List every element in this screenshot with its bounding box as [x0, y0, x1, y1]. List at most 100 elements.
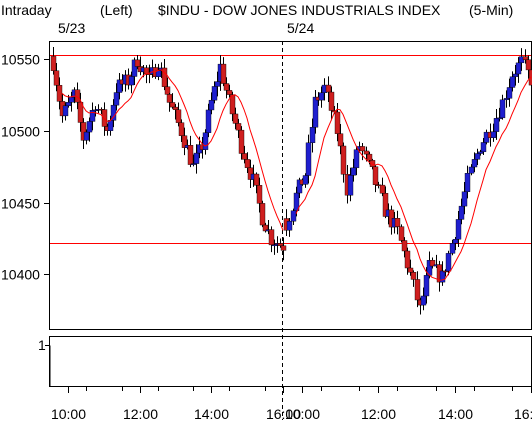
candle-body: [499, 99, 506, 119]
lower-panel-tick-label: 1: [38, 337, 46, 353]
candle-body: [353, 149, 360, 169]
candle-body: [296, 179, 303, 194]
candle-body: [302, 175, 309, 185]
candle-body: [220, 63, 227, 84]
candle-body: [525, 59, 532, 71]
candle-body: [509, 76, 516, 88]
candle-body: [229, 94, 236, 115]
chart-title: $INDU - DOW JONES INDUSTRIALS INDEX: [158, 2, 441, 18]
y-tick-label: 10450: [1, 196, 40, 212]
x-tick-label: 16:00: [266, 406, 301, 422]
candle-body: [328, 91, 335, 111]
candle-body: [202, 132, 209, 150]
candle-body: [410, 272, 417, 280]
candle-body: [77, 101, 84, 123]
candle-body: [347, 175, 354, 196]
x-tick-label: 14:00: [194, 406, 229, 422]
candle-body: [110, 104, 117, 121]
candle-body: [238, 129, 245, 154]
candle-body: [337, 133, 344, 147]
candle-body: [68, 97, 75, 103]
x-tick-label: 12:00: [123, 406, 158, 422]
candle-body: [107, 120, 114, 131]
candle-body: [452, 239, 459, 244]
candle-body: [445, 253, 452, 272]
candle-body: [187, 145, 194, 165]
moving-average-line: [295, 76, 532, 281]
candle-body: [350, 167, 357, 176]
candle-body: [515, 62, 522, 75]
candle-body: [268, 229, 275, 246]
candle-body: [414, 279, 421, 301]
candle-body: [193, 152, 200, 164]
candle-body: [404, 250, 411, 269]
candle-body: [340, 145, 347, 175]
candle-body: [309, 127, 316, 144]
y-tick-label: 10500: [1, 124, 40, 140]
candle-body: [280, 245, 287, 251]
candle-body: [101, 109, 108, 127]
candle-body: [143, 67, 150, 74]
candle-body: [134, 59, 141, 67]
candle-body: [253, 173, 260, 186]
y-tick-label: 10550: [1, 52, 40, 68]
candle-body: [235, 123, 242, 131]
candle-body: [161, 67, 168, 87]
candle-body: [208, 99, 215, 111]
candle-body: [53, 70, 60, 86]
candle-body: [359, 146, 366, 152]
candle-body: [363, 150, 370, 155]
candle-body: [241, 153, 248, 160]
candle-body: [471, 159, 478, 168]
candle-body: [468, 166, 475, 174]
candle-body: [449, 243, 456, 254]
candle-body: [128, 76, 135, 86]
candle-body: [480, 142, 487, 153]
candle-body: [474, 153, 481, 160]
candle-body: [401, 240, 408, 252]
candle-body: [83, 131, 90, 141]
x-tick-label: 14:00: [438, 406, 473, 422]
candle-body: [62, 105, 69, 117]
candle-body: [256, 185, 263, 204]
candle-body: [86, 121, 93, 133]
date-label-2: 5/24: [287, 20, 314, 36]
candle-body: [493, 118, 500, 132]
moving-average-line: [61, 69, 284, 231]
candle-body: [172, 106, 179, 110]
candle-body: [379, 184, 386, 194]
candle-body: [50, 56, 57, 71]
candle-body: [232, 113, 239, 124]
candle-body: [277, 243, 284, 246]
axis-side-label: (Left): [100, 2, 133, 18]
candle-body: [461, 191, 468, 207]
candle-body: [178, 122, 185, 136]
candle-body: [318, 92, 325, 101]
interval-label: (5-Min): [469, 2, 513, 18]
candle-body: [244, 159, 251, 169]
candle-body: [325, 84, 332, 93]
candle-body: [420, 295, 427, 306]
x-tick-label: 16:00: [514, 406, 532, 422]
date-label-1: 5/23: [58, 20, 85, 36]
candle-body: [305, 142, 312, 176]
candle-body: [293, 192, 300, 211]
candle-body: [506, 87, 513, 99]
candle-body: [169, 102, 176, 108]
x-tick-label: 12:00: [361, 406, 396, 422]
candle-body: [211, 86, 218, 101]
candle-body: [429, 260, 436, 267]
candle-body: [512, 73, 519, 77]
candle-body: [372, 166, 379, 185]
candle-body: [398, 226, 405, 241]
x-tick-label: 10:00: [51, 406, 86, 422]
candle-body: [290, 210, 297, 222]
candle-body: [166, 94, 173, 103]
candle-body: [490, 131, 497, 138]
candle-body: [286, 220, 293, 231]
candle-body: [369, 160, 376, 167]
candle-body: [366, 153, 373, 161]
candle-body: [394, 218, 401, 227]
candle-body: [113, 92, 120, 106]
